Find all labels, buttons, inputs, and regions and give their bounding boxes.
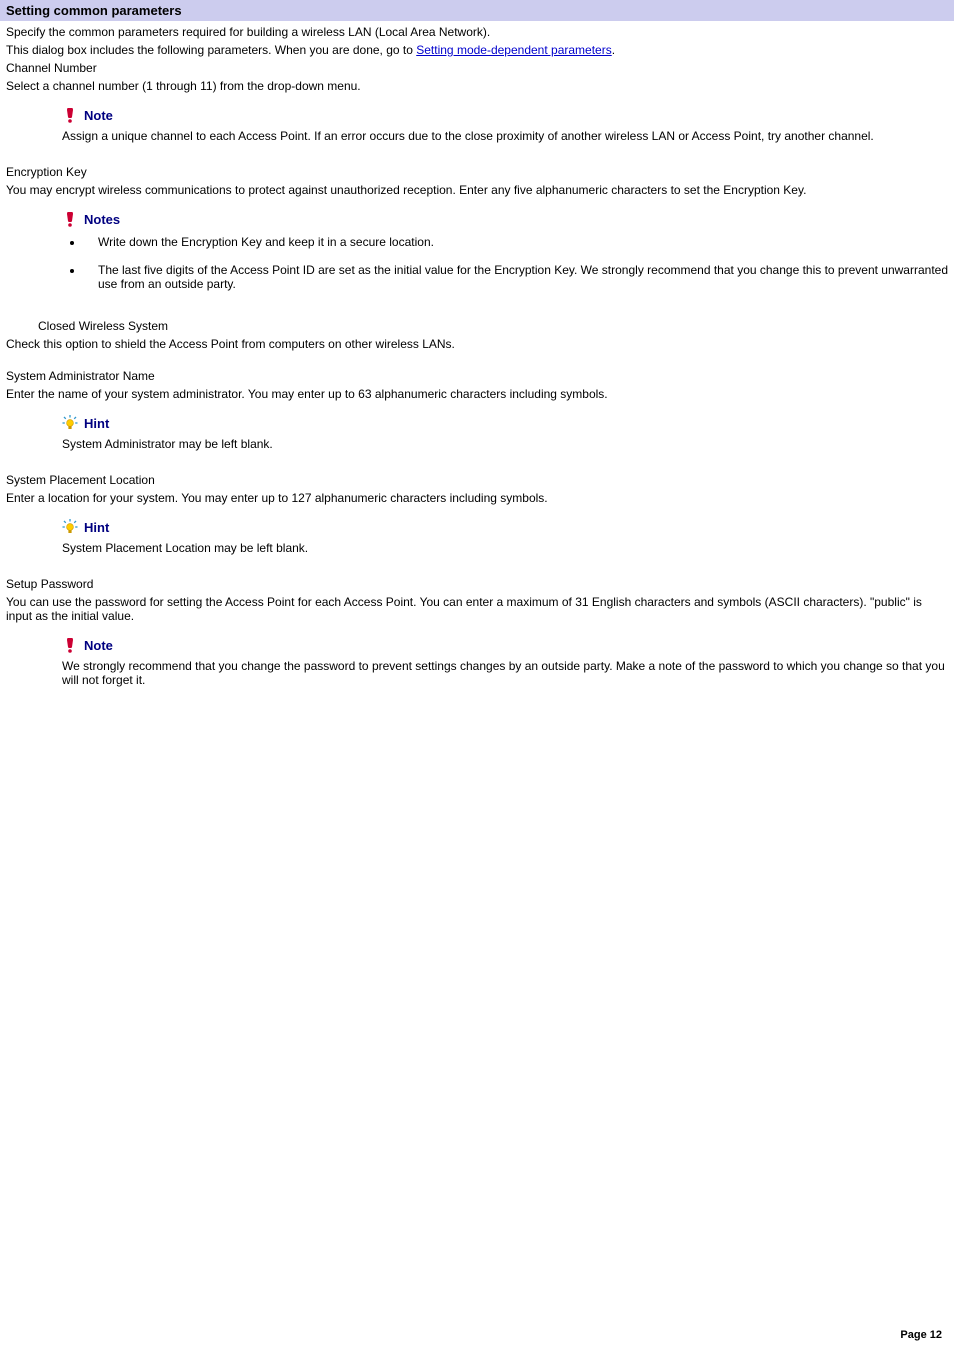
intro-prefix: This dialog box includes the following p…: [6, 43, 416, 57]
notes-label: Notes: [84, 212, 120, 227]
sys-admin-label: System Administrator Name: [6, 369, 948, 383]
hint-text: System Placement Location may be left bl…: [62, 541, 948, 555]
note-text: Assign a unique channel to each Access P…: [62, 129, 948, 143]
sys-admin-desc: Enter the name of your system administra…: [6, 387, 948, 401]
hint-callout-admin: Hint System Administrator may be left bl…: [62, 415, 948, 451]
intro-line-1: Specify the common parameters required f…: [6, 25, 948, 39]
closed-wireless-desc: Check this option to shield the Access P…: [6, 337, 948, 351]
hint-label: Hint: [84, 520, 109, 535]
note-head: Note: [62, 637, 948, 653]
note-label: Note: [84, 638, 113, 653]
setup-password-desc: You can use the password for setting the…: [6, 595, 948, 623]
lightbulb-icon: [62, 415, 78, 431]
intro-line-2: This dialog box includes the following p…: [6, 43, 948, 57]
encryption-key-desc: You may encrypt wireless communications …: [6, 183, 948, 197]
closed-wireless-label: Closed Wireless System: [38, 319, 948, 333]
page-title: Setting common parameters: [0, 0, 954, 21]
note-text: We strongly recommend that you change th…: [62, 659, 948, 687]
encryption-key-label: Encryption Key: [6, 165, 948, 179]
placement-label: System Placement Location: [6, 473, 948, 487]
exclamation-icon: [62, 211, 78, 227]
hint-callout-placement: Hint System Placement Location may be le…: [62, 519, 948, 555]
body: Specify the common parameters required f…: [0, 25, 954, 687]
page-number: Page 12: [900, 1329, 942, 1341]
hint-head: Hint: [62, 519, 948, 535]
mode-dependent-link[interactable]: Setting mode-dependent parameters: [416, 43, 611, 57]
list-item: Write down the Encryption Key and keep i…: [84, 235, 948, 249]
placement-desc: Enter a location for your system. You ma…: [6, 491, 948, 505]
notes-list: Write down the Encryption Key and keep i…: [84, 235, 948, 291]
note-head: Note: [62, 107, 948, 123]
lightbulb-icon: [62, 519, 78, 535]
hint-label: Hint: [84, 416, 109, 431]
channel-number-label: Channel Number: [6, 61, 948, 75]
note-label: Note: [84, 108, 113, 123]
notes-callout-encryption: Notes Write down the Encryption Key and …: [62, 211, 948, 291]
note-callout-channel: Note Assign a unique channel to each Acc…: [62, 107, 948, 143]
note-callout-password: Note We strongly recommend that you chan…: [62, 637, 948, 687]
page-container: Setting common parameters Specify the co…: [0, 0, 954, 1351]
intro-suffix: .: [612, 43, 615, 57]
channel-number-desc: Select a channel number (1 through 11) f…: [6, 79, 948, 93]
list-item: The last five digits of the Access Point…: [84, 263, 948, 291]
exclamation-icon: [62, 107, 78, 123]
exclamation-icon: [62, 637, 78, 653]
hint-head: Hint: [62, 415, 948, 431]
hint-text: System Administrator may be left blank.: [62, 437, 948, 451]
setup-password-label: Setup Password: [6, 577, 948, 591]
notes-head: Notes: [62, 211, 948, 227]
